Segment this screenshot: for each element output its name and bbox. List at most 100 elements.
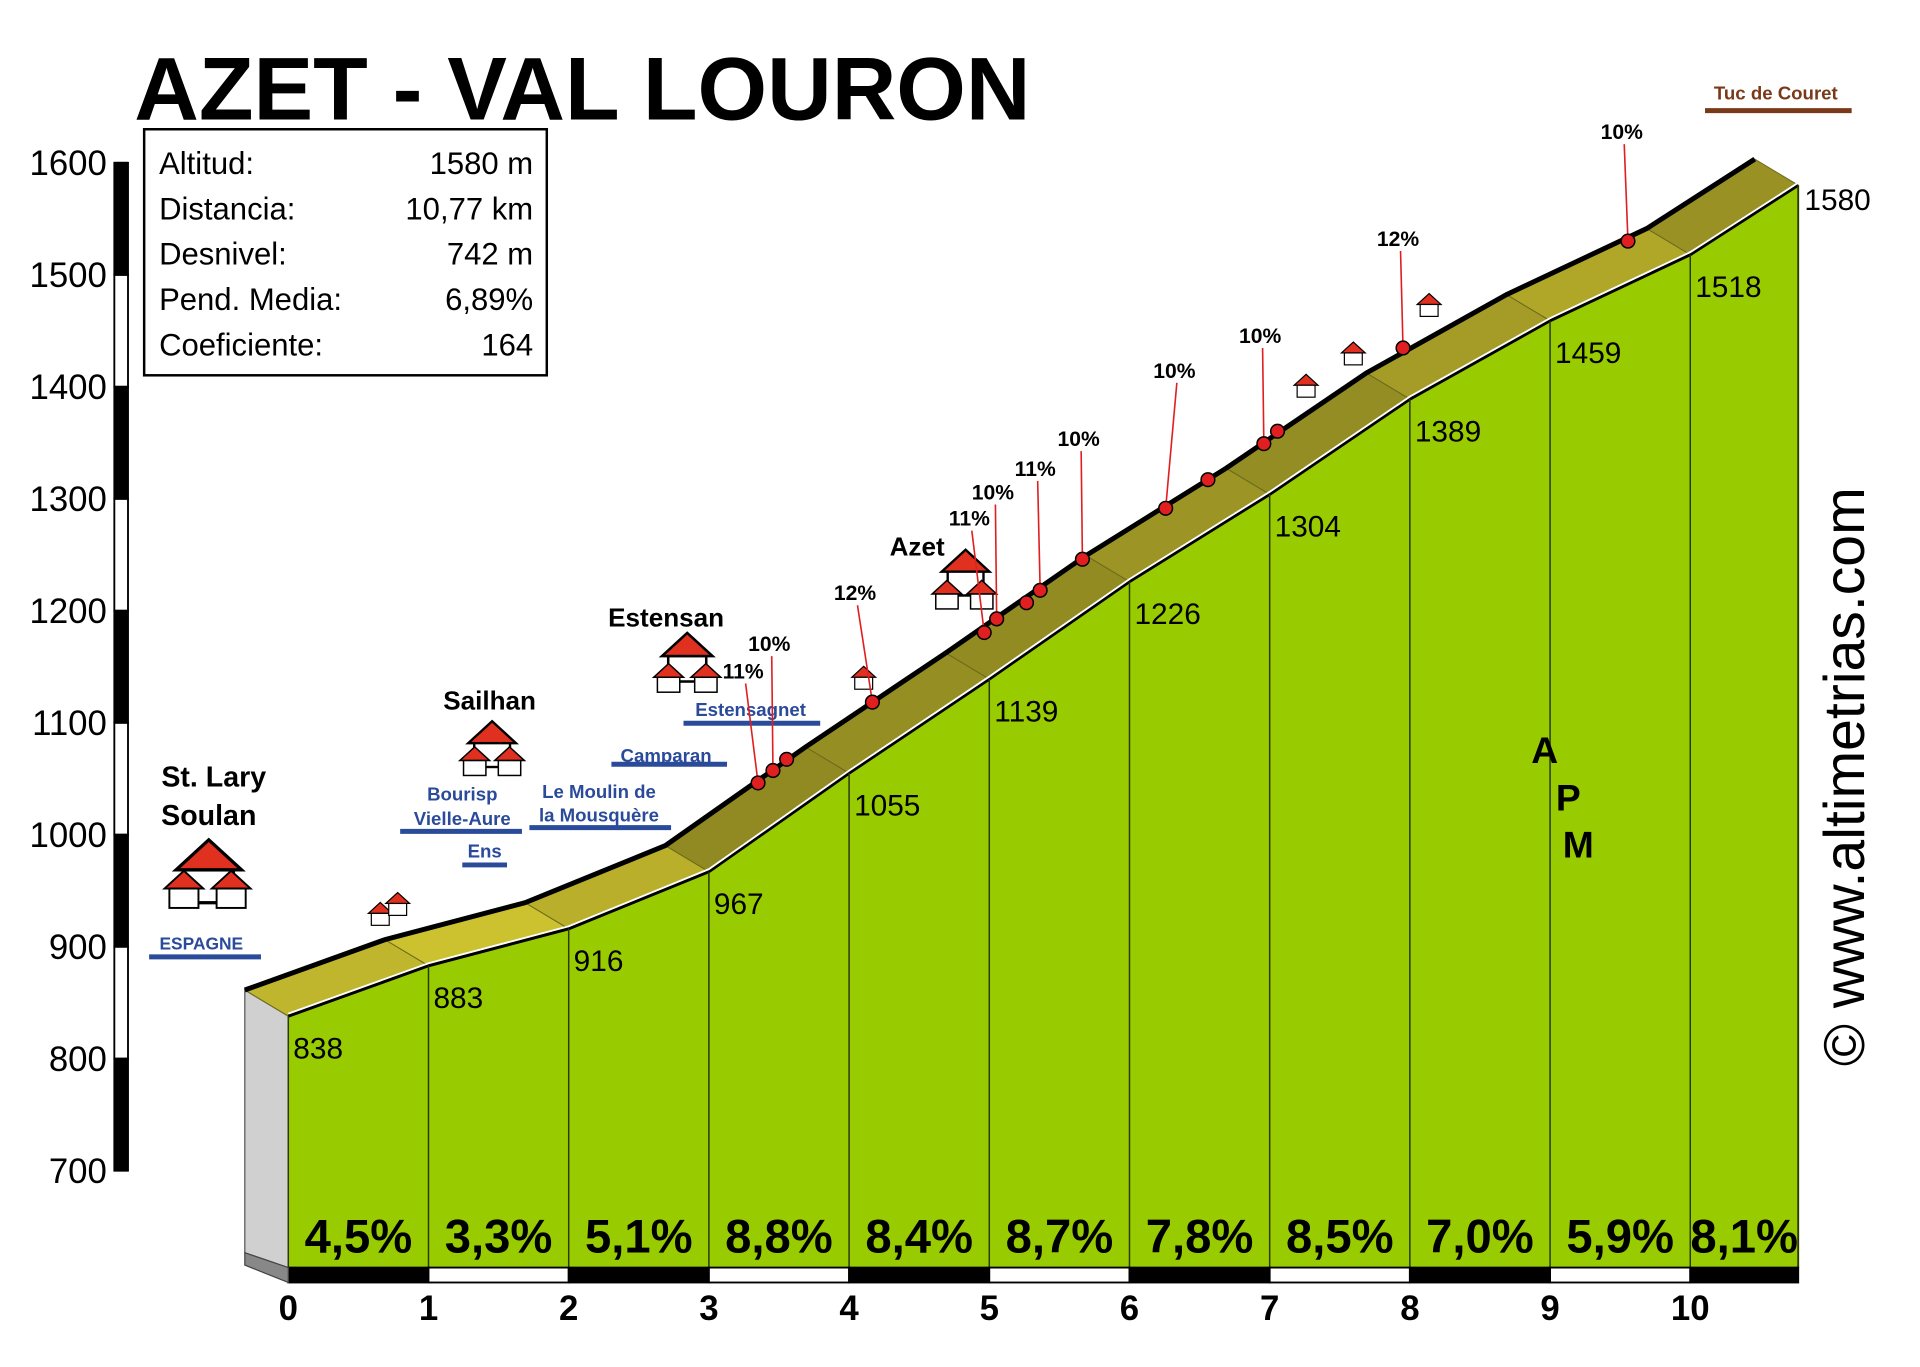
profile-line <box>287 183 1800 1018</box>
max-grade-dot <box>765 762 781 779</box>
y-axis-band <box>113 385 129 500</box>
km-band <box>1549 1266 1692 1284</box>
altitude-label: 1580 <box>1804 184 1870 217</box>
y-tick-label: 1000 <box>29 817 106 855</box>
gradient-note: 11% <box>723 661 764 684</box>
house-icon <box>930 579 964 610</box>
y-axis-band <box>113 833 129 948</box>
house-wall <box>497 759 522 777</box>
y-axis-band <box>113 273 129 388</box>
house-wall <box>935 593 959 610</box>
road-sign: Ens <box>468 840 502 861</box>
house-icon <box>457 745 492 777</box>
house-roof <box>1292 373 1320 386</box>
grade-label: 8,1% <box>1690 1211 1798 1264</box>
max-grade-dot <box>1158 500 1174 516</box>
altitude-label: 883 <box>433 982 483 1015</box>
gradient-note: 11% <box>949 508 990 531</box>
km-band <box>1408 1266 1552 1284</box>
max-grade-dot <box>1256 436 1272 452</box>
max-grade-dot <box>779 751 795 767</box>
house-icon <box>162 869 206 909</box>
road-sign: Vielle-Aure <box>414 808 511 829</box>
road-sign: Le Moulin de <box>542 781 656 802</box>
road-sign: Bourisp <box>427 783 497 804</box>
house-roof <box>465 719 520 745</box>
x-tick-label: 7 <box>1260 1290 1279 1328</box>
stat-value: 1580 m <box>430 146 534 181</box>
km-band <box>567 1266 710 1284</box>
house-wall <box>215 887 247 909</box>
house-wall <box>1296 384 1316 398</box>
house-wall <box>1343 352 1363 366</box>
house-icon <box>384 891 412 916</box>
gradient-note: 10% <box>1239 325 1281 348</box>
altitude-label: 1139 <box>994 695 1058 728</box>
house-roof <box>1415 292 1443 306</box>
road-sign: ESPAGNE <box>159 933 243 953</box>
gradient-note: 10% <box>1601 121 1643 144</box>
house-icon <box>366 901 394 926</box>
place-name: St. Lary <box>161 762 266 794</box>
house-roof <box>658 631 716 658</box>
max-grade-dot <box>1018 595 1035 611</box>
stat-value: 164 <box>481 327 533 362</box>
x-tick-label: 9 <box>1540 1290 1559 1328</box>
note-leader <box>770 656 774 771</box>
y-axis-band <box>113 161 129 276</box>
grade-label: 8,4% <box>865 1211 973 1264</box>
y-tick-label: 1300 <box>29 481 106 519</box>
stat-label: Coeficiente: <box>159 327 323 362</box>
house-wall <box>462 759 487 777</box>
km-band <box>988 1266 1131 1284</box>
km-band <box>287 1266 430 1284</box>
altitude-label: 1226 <box>1134 598 1200 631</box>
house-roof <box>1339 341 1367 354</box>
altitude-label: 1389 <box>1415 415 1481 448</box>
max-grade-dot <box>1395 340 1411 356</box>
grade-label: 5,9% <box>1566 1211 1674 1264</box>
note-leader <box>1623 144 1629 242</box>
note-leader <box>856 605 874 703</box>
note-leader <box>1036 480 1041 591</box>
stat-label: Pend. Media: <box>159 282 342 317</box>
house-icon <box>1339 341 1367 366</box>
max-grade-dot <box>1269 423 1286 439</box>
profile-line-highlight <box>287 181 1799 1015</box>
km-band <box>427 1266 570 1284</box>
gradient-note: 12% <box>1377 228 1419 251</box>
max-grade-dot <box>1620 233 1636 249</box>
grade-label: 8,7% <box>1006 1211 1114 1264</box>
km-band <box>1689 1266 1800 1284</box>
stat-label: Distancia: <box>159 191 295 226</box>
house-wall <box>656 676 681 693</box>
house-wall <box>388 902 408 916</box>
house-wall <box>854 676 874 690</box>
house-wall <box>693 676 718 693</box>
road-sign: Estensagnet <box>695 699 806 720</box>
altitude-label: 967 <box>714 888 764 921</box>
x-tick-label: 4 <box>839 1290 859 1328</box>
x-tick-label: 5 <box>980 1290 999 1328</box>
altitude-label: 838 <box>293 1032 343 1065</box>
house-roof <box>938 548 993 573</box>
y-tick-label: 800 <box>49 1041 107 1079</box>
x-tick-label: 10 <box>1671 1290 1710 1328</box>
altitude-label: 1518 <box>1695 271 1761 304</box>
y-tick-label: 900 <box>49 929 107 967</box>
note-leader <box>1399 251 1404 348</box>
house-icon <box>964 579 999 610</box>
note-leader <box>1080 451 1084 560</box>
place-name: Soulan <box>161 800 256 832</box>
gradient-note: 10% <box>1153 360 1195 383</box>
stats-box <box>142 128 549 377</box>
x-tick-label: 2 <box>559 1290 578 1328</box>
grade-label: 7,8% <box>1146 1211 1254 1264</box>
km-band <box>707 1266 851 1284</box>
y-tick-label: 1500 <box>29 257 106 295</box>
gradient-note: 11% <box>1015 458 1056 481</box>
road-sign: la Mousquère <box>539 804 659 825</box>
